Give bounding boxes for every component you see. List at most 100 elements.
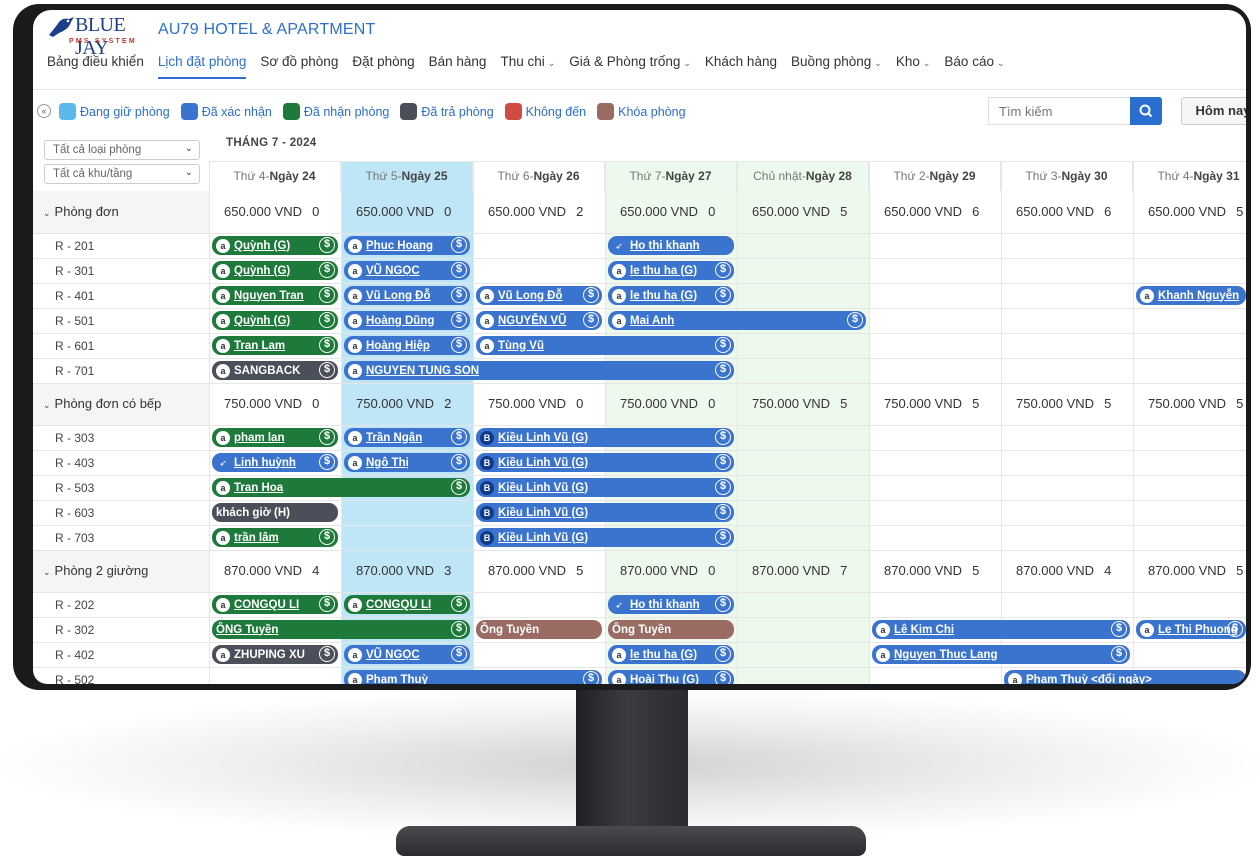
category-price-cell: 870.000 VND 3	[356, 563, 451, 578]
note-flag-icon	[332, 528, 338, 534]
booking-bar[interactable]: a le thu ha (G) $	[608, 645, 734, 664]
nav-item-10[interactable]: Báo cáo ⌄	[944, 54, 1004, 79]
nav-item-5[interactable]: Thu chi ⌄	[500, 54, 555, 79]
category-row-0[interactable]: ⌄ Phòng đơn	[33, 191, 209, 233]
booking-bar[interactable]: a Vũ Long Đỗ $	[344, 286, 470, 305]
booking-bar[interactable]: a Trần Ngân $	[344, 428, 470, 447]
booking-bar[interactable]: a trần lâm $	[212, 528, 338, 547]
status-legend: Đang giữ phòng Đã xác nhận Đã nhận phòng Đã…	[59, 103, 697, 120]
booking-bar[interactable]: B Kiều Linh Vũ (G) $	[476, 503, 734, 522]
category-price-cell: 870.000 VND 5	[488, 563, 583, 578]
booking-source-icon: B	[480, 505, 494, 520]
dollar-icon: $	[451, 312, 467, 328]
booking-bar[interactable]: a Hoàng Hiệp $	[344, 336, 470, 355]
search-button[interactable]	[1130, 97, 1162, 125]
booking-bar[interactable]: a Le Thi Phuong $	[1136, 620, 1246, 639]
guest-name: Hoàng Hiệp	[366, 339, 430, 352]
available-count: 0	[576, 396, 584, 411]
booking-bar[interactable]: a Mai Anh $	[608, 311, 866, 330]
dollar-icon: $	[715, 479, 731, 495]
agoda-source-icon: a	[348, 672, 362, 684]
booking-bar[interactable]: ÔNG Tuyền $	[212, 620, 470, 639]
booking-bar[interactable]: a le thu ha (G) $	[608, 286, 734, 305]
booking-bar[interactable]: a CONGQU LI $	[344, 595, 470, 614]
guest-name: Hoàng Dũng	[366, 314, 435, 327]
booking-bar[interactable]: a Phạm Thuỳ $	[344, 670, 602, 684]
category-price-cell: 870.000 VND 5	[884, 563, 979, 578]
booking-bar[interactable]: a NGUYEN TUNG SON $	[344, 361, 734, 380]
booking-bar[interactable]: a VŨ NGỌC $	[344, 261, 470, 280]
agoda-source-icon: a	[348, 338, 362, 353]
booking-bar[interactable]: a SANGBACK $	[212, 361, 338, 380]
booking-bar[interactable]: ➶ Ho thi khanh	[608, 236, 734, 255]
nav-item-9[interactable]: Kho ⌄	[896, 54, 931, 79]
booking-bar[interactable]: a Hoài Thu (G) $	[608, 670, 734, 684]
booking-bar[interactable]: B Kiều Linh Vũ (G) $	[476, 428, 734, 447]
booking-bar[interactable]: a Tran Hoa $	[212, 478, 470, 497]
brand-logo[interactable]: BLUE JAY PMS SYSTEM	[47, 13, 139, 59]
booking-bar[interactable]: B Kiều Linh Vũ (G) $	[476, 528, 734, 547]
nav-item-7[interactable]: Khách hàng	[705, 54, 777, 79]
available-count: 5	[1236, 563, 1244, 578]
category-row-2[interactable]: ⌄ Phòng 2 giường	[33, 550, 209, 592]
booking-bar[interactable]: a Quỳnh (G) $	[212, 261, 338, 280]
booking-bar[interactable]: a Tùng Vũ $	[476, 336, 734, 355]
agoda-source-icon: a	[1140, 622, 1154, 637]
category-row-1[interactable]: ⌄ Phòng đơn có bếp	[33, 383, 209, 425]
booking-bar[interactable]: B Kiều Linh Vũ (G) $	[476, 453, 734, 472]
booking-bar[interactable]: ➶ Linh huỳnh $	[212, 453, 338, 472]
booking-bar[interactable]: a le thu ha (G) $	[608, 261, 734, 280]
booking-bar[interactable]: khách giờ (H)	[212, 503, 338, 522]
booking-bar[interactable]: a Nguyen Thuc Lang $	[872, 645, 1130, 664]
nav-item-3[interactable]: Đặt phòng	[352, 54, 414, 79]
grid-row-line	[33, 642, 1246, 643]
booking-bar[interactable]: a Vũ Long Đỗ $	[476, 286, 602, 305]
agoda-source-icon: a	[216, 338, 230, 353]
nav-item-4[interactable]: Bán hàng	[429, 54, 487, 79]
category-price-cell: 870.000 VND 5	[1148, 563, 1243, 578]
booking-bar[interactable]: a Quỳnh (G) $	[212, 311, 338, 330]
category-price-cell: 870.000 VND 0	[620, 563, 715, 578]
nav-item-0[interactable]: Bảng điều khiển	[47, 54, 144, 79]
today-button[interactable]: Hôm nay	[1181, 97, 1246, 125]
booking-bar[interactable]: a pham lan $	[212, 428, 338, 447]
booking-bar[interactable]: a CONGQU LI $	[212, 595, 338, 614]
logo-subtext: PMS SYSTEM	[69, 38, 137, 45]
category-price: 870.000 VND	[1148, 563, 1227, 578]
booking-bar[interactable]: Ông Tuyền	[608, 620, 734, 639]
area-filter[interactable]: Tất cả khu/tầng ⌄	[44, 164, 200, 184]
legend-swatch	[180, 103, 198, 120]
booking-bar[interactable]: a Phuc Hoang $	[344, 236, 470, 255]
room-type-filter[interactable]: Tất cả loại phòng ⌄	[44, 140, 200, 160]
agoda-source-icon: a	[348, 238, 362, 253]
nav-item-1[interactable]: Lịch đặt phòng	[157, 54, 247, 79]
booking-bar[interactable]: a Ngô Thị $	[344, 453, 470, 472]
category-price: 870.000 VND	[488, 563, 567, 578]
booking-bar[interactable]: Ông Tuyền	[476, 620, 602, 639]
note-flag-icon	[464, 645, 470, 651]
nav-item-8[interactable]: Buồng phòng ⌄	[791, 54, 882, 79]
booking-bar[interactable]: B Kiều Linh Vũ (G) $	[476, 478, 734, 497]
booking-bar[interactable]: a Hoàng Dũng $	[344, 311, 470, 330]
collapse-sidebar-icon[interactable]: «	[37, 104, 51, 118]
dollar-icon: $	[451, 646, 467, 662]
nav-item-2[interactable]: Sơ đồ phòng	[260, 54, 338, 79]
booking-bar[interactable]: a NGUYỄN VŨ $	[476, 311, 602, 330]
booking-bar[interactable]: a Phạm Thuỳ <đổi ngày>	[1004, 670, 1246, 684]
booking-bar[interactable]: a Tran Lam $	[212, 336, 338, 355]
guest-name: Tùng Vũ	[498, 339, 544, 352]
booking-bar[interactable]: ➶ Ho thi khanh $	[608, 595, 734, 614]
guest-name: Ho thi khanh	[630, 598, 700, 611]
search-input[interactable]	[988, 97, 1132, 125]
nav-item-6[interactable]: Giá & Phòng trống ⌄	[569, 54, 691, 79]
available-count: 0	[708, 563, 716, 578]
agoda-source-icon: a	[348, 455, 362, 470]
booking-bar[interactable]: a Khanh Nguyễn	[1136, 286, 1246, 305]
booking-bar[interactable]: a Nguyen Tran $	[212, 286, 338, 305]
booking-bar[interactable]: a ZHUPING XU $	[212, 645, 338, 664]
booking-bar[interactable]: a VŨ NGỌC $	[344, 645, 470, 664]
guest-name: Phuc Hoang	[366, 239, 434, 252]
room-label: R - 401	[55, 289, 95, 303]
booking-bar[interactable]: a Quỳnh (G) $	[212, 236, 338, 255]
booking-bar[interactable]: a Lê Kim Chi $	[872, 620, 1130, 639]
